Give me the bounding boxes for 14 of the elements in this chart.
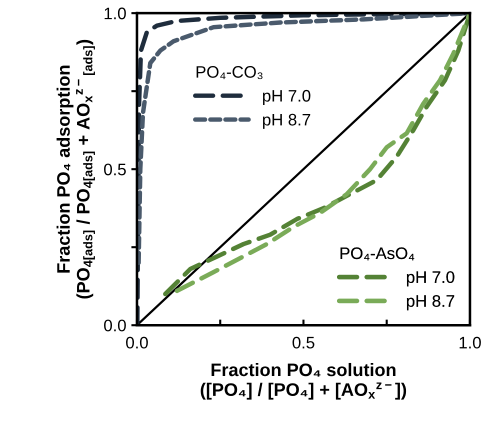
legend-label: pH 7.0 <box>406 271 454 286</box>
x-tick-label: 1.0 <box>460 336 481 349</box>
legend-label: pH 7.0 <box>263 90 310 105</box>
legend-label: pH 8.7 <box>263 114 310 129</box>
annotation: PO₄-CO₃ <box>196 66 263 80</box>
x-axis-title: Fraction PO₄ solution ([PO₄] / [PO₄] + [AO$_{x}$$^{z−}$]) <box>200 362 406 400</box>
x-tick-label: 0.0 <box>126 336 148 349</box>
x-tick-label: 0.5 <box>292 336 314 349</box>
legend-label: pH 8.7 <box>406 295 454 310</box>
text: Fraction PO₄ adsorption (PO$_{4[ads]}$ / PO$_{4[ads]}$ + AO$_{x}$$^{z−}$$_{[ads]}$) <box>56 40 95 299</box>
y-tick-label: 1.0 <box>104 8 126 20</box>
y-tick-label: 0.0 <box>104 320 126 332</box>
y-tick-label: 0.5 <box>104 164 126 176</box>
annotation: PO₄-AsO₄ <box>340 247 414 260</box>
